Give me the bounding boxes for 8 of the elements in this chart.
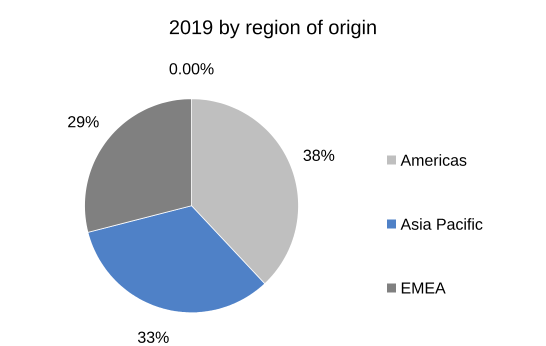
data-label: 29%: [68, 116, 99, 128]
data-label: 38%: [304, 150, 334, 161]
text: 0.00%: [170, 63, 214, 74]
legend-label: Americas: [400, 154, 466, 166]
chart-title: 2019 by region of origin: [170, 20, 376, 38]
legend-label: Asia Pacific: [400, 218, 482, 230]
data-label: 33%: [138, 332, 169, 343]
legend-label: EMEA: [402, 282, 446, 294]
